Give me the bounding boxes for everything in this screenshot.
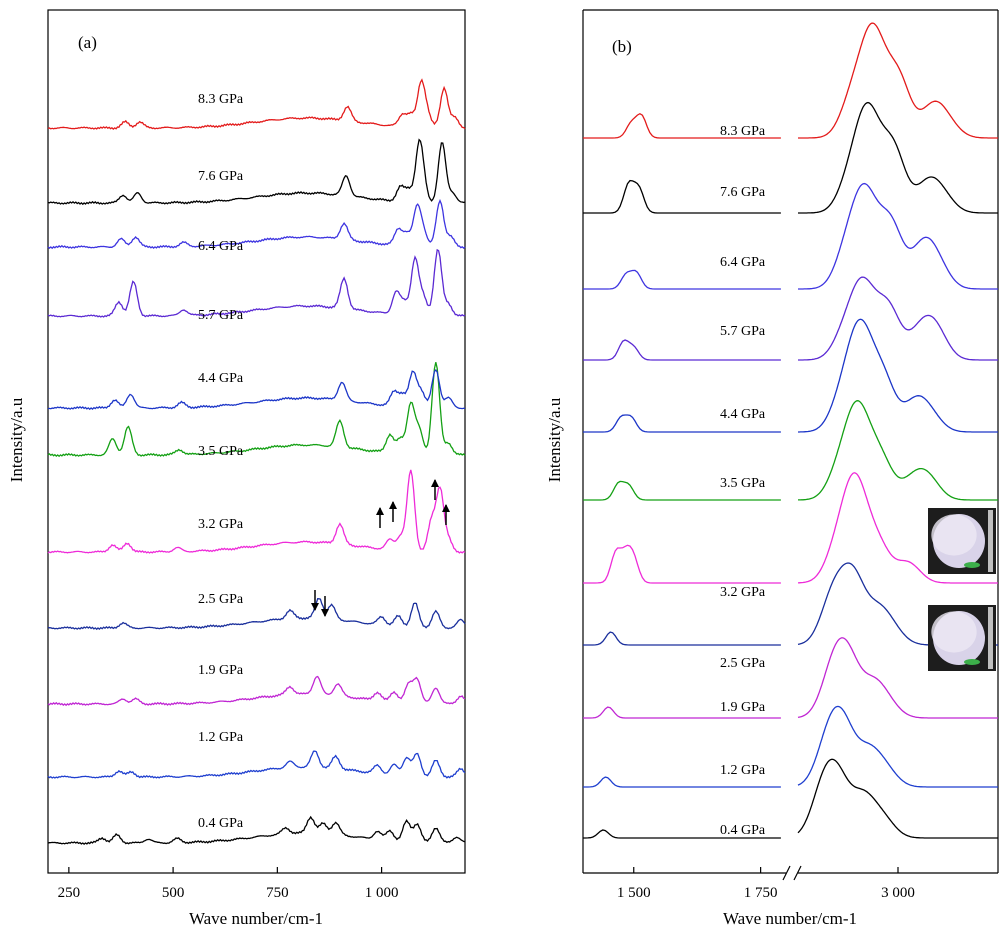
pressure-label-a-5: 3.5 GPa bbox=[198, 444, 244, 459]
pressure-label-a-3: 2.5 GPa bbox=[198, 592, 244, 607]
sample-photo-2-5-gpa-mark bbox=[964, 659, 980, 665]
series-line-b-high-0 bbox=[797, 758, 998, 839]
series-line-a-1 bbox=[47, 750, 466, 779]
series-line-b-low-0 bbox=[583, 829, 781, 839]
axis-break-mark-1 bbox=[782, 865, 791, 881]
x-axis-label-b: Wave number/cm-1 bbox=[723, 909, 857, 928]
x-tick-label-b-0: 1 500 bbox=[617, 885, 651, 901]
series-line-a-8 bbox=[47, 198, 466, 250]
series-line-a-7 bbox=[47, 248, 466, 318]
series-line-b-low-8 bbox=[583, 269, 781, 290]
series-line-b-high-8 bbox=[798, 182, 998, 290]
series-line-a-3 bbox=[47, 598, 466, 631]
pressure-label-a-0: 0.4 GPa bbox=[198, 816, 244, 831]
series-line-a-9 bbox=[47, 138, 466, 206]
series-line-b-low-4 bbox=[583, 544, 781, 584]
x-tick-label-a-0: 250 bbox=[58, 885, 81, 901]
series-line-a-6 bbox=[47, 368, 465, 411]
arrow-up-3-head bbox=[431, 479, 439, 487]
series-line-b-low-9 bbox=[583, 179, 781, 214]
sample-photo-3-2-gpa-edge bbox=[988, 510, 993, 572]
sample-photo-2-5-gpa-edge bbox=[988, 607, 993, 669]
pressure-label-b-4: 3.2 GPa bbox=[720, 585, 766, 600]
pressure-label-a-4: 3.2 GPa bbox=[198, 517, 244, 532]
series-line-a-0 bbox=[47, 815, 466, 845]
series-line-b-high-2 bbox=[797, 637, 998, 719]
series-line-b-high-1 bbox=[797, 705, 998, 788]
pressure-label-a-2: 1.9 GPa bbox=[198, 663, 244, 678]
x-tick-label-b-2: 3 000 bbox=[881, 885, 915, 901]
sample-photo-2-5-gpa-highlight bbox=[931, 611, 977, 653]
pressure-label-b-6: 4.4 GPa bbox=[720, 407, 766, 422]
arrow-down-2-head bbox=[321, 609, 329, 617]
x-tick-label-b-1: 1 750 bbox=[744, 885, 778, 901]
x-tick-label-a-1: 500 bbox=[162, 885, 185, 901]
series-line-a-10 bbox=[47, 78, 466, 130]
y-axis-label-a: Intensity/a.u bbox=[7, 397, 26, 482]
y-axis-label-b: Intensity/a.u bbox=[545, 397, 564, 482]
pressure-label-a-7: 5.7 GPa bbox=[198, 308, 244, 323]
series-line-b-high-9 bbox=[798, 101, 998, 214]
series-line-b-low-6 bbox=[583, 414, 781, 433]
pressure-label-b-10: 8.3 GPa bbox=[720, 124, 766, 139]
x-tick-label-a-3: 1 000 bbox=[365, 885, 399, 901]
pressure-label-b-3: 2.5 GPa bbox=[720, 656, 766, 671]
arrow-up-4-head bbox=[442, 504, 450, 512]
pressure-label-a-9: 7.6 GPa bbox=[198, 169, 244, 184]
series-line-b-high-10 bbox=[798, 22, 998, 139]
arrow-down-1-head bbox=[311, 603, 319, 611]
pressure-label-b-0: 0.4 GPa bbox=[720, 823, 766, 838]
series-line-b-low-7 bbox=[583, 339, 781, 361]
pressure-label-a-10: 8.3 GPa bbox=[198, 92, 244, 107]
pressure-label-b-7: 5.7 GPa bbox=[720, 324, 766, 339]
panel-a-label: (a) bbox=[78, 33, 97, 52]
axis-break-mark-2 bbox=[793, 865, 802, 881]
series-line-b-low-1 bbox=[583, 776, 781, 788]
x-axis-label-a: Wave number/cm-1 bbox=[189, 909, 323, 928]
series-line-b-low-10 bbox=[583, 112, 781, 139]
series-line-b-high-6 bbox=[798, 318, 998, 433]
series-line-b-low-5 bbox=[583, 480, 781, 501]
sample-photo-2-5-gpa bbox=[928, 605, 996, 671]
pressure-label-a-6: 4.4 GPa bbox=[198, 371, 244, 386]
sample-photo-3-2-gpa-mark bbox=[964, 562, 980, 568]
pressure-label-b-1: 1.2 GPa bbox=[720, 763, 766, 778]
series-line-b-high-4 bbox=[797, 472, 998, 584]
pressure-label-b-9: 7.6 GPa bbox=[720, 185, 766, 200]
pressure-label-b-8: 6.4 GPa bbox=[720, 255, 766, 270]
series-line-b-low-3 bbox=[583, 631, 781, 646]
series-line-b-high-7 bbox=[798, 276, 998, 361]
pressure-label-b-2: 1.9 GPa bbox=[720, 700, 766, 715]
x-tick-label-a-2: 750 bbox=[266, 885, 289, 901]
pressure-label-a-1: 1.2 GPa bbox=[198, 730, 244, 745]
series-line-b-low-2 bbox=[583, 706, 781, 719]
panel-b-label: (b) bbox=[612, 37, 632, 56]
arrow-up-2-head bbox=[389, 501, 397, 509]
pressure-label-a-8: 6.4 GPa bbox=[198, 239, 244, 254]
series-line-a-4 bbox=[47, 469, 466, 554]
series-line-a-5 bbox=[47, 362, 466, 458]
sample-photo-3-2-gpa bbox=[928, 508, 996, 574]
series-line-a-2 bbox=[47, 675, 466, 707]
arrow-up-1-head bbox=[376, 507, 384, 515]
panel-a-frame bbox=[47, 9, 466, 874]
series-line-b-high-5 bbox=[798, 400, 998, 501]
sample-photo-3-2-gpa-highlight bbox=[931, 514, 977, 556]
pressure-label-b-5: 3.5 GPa bbox=[720, 476, 766, 491]
